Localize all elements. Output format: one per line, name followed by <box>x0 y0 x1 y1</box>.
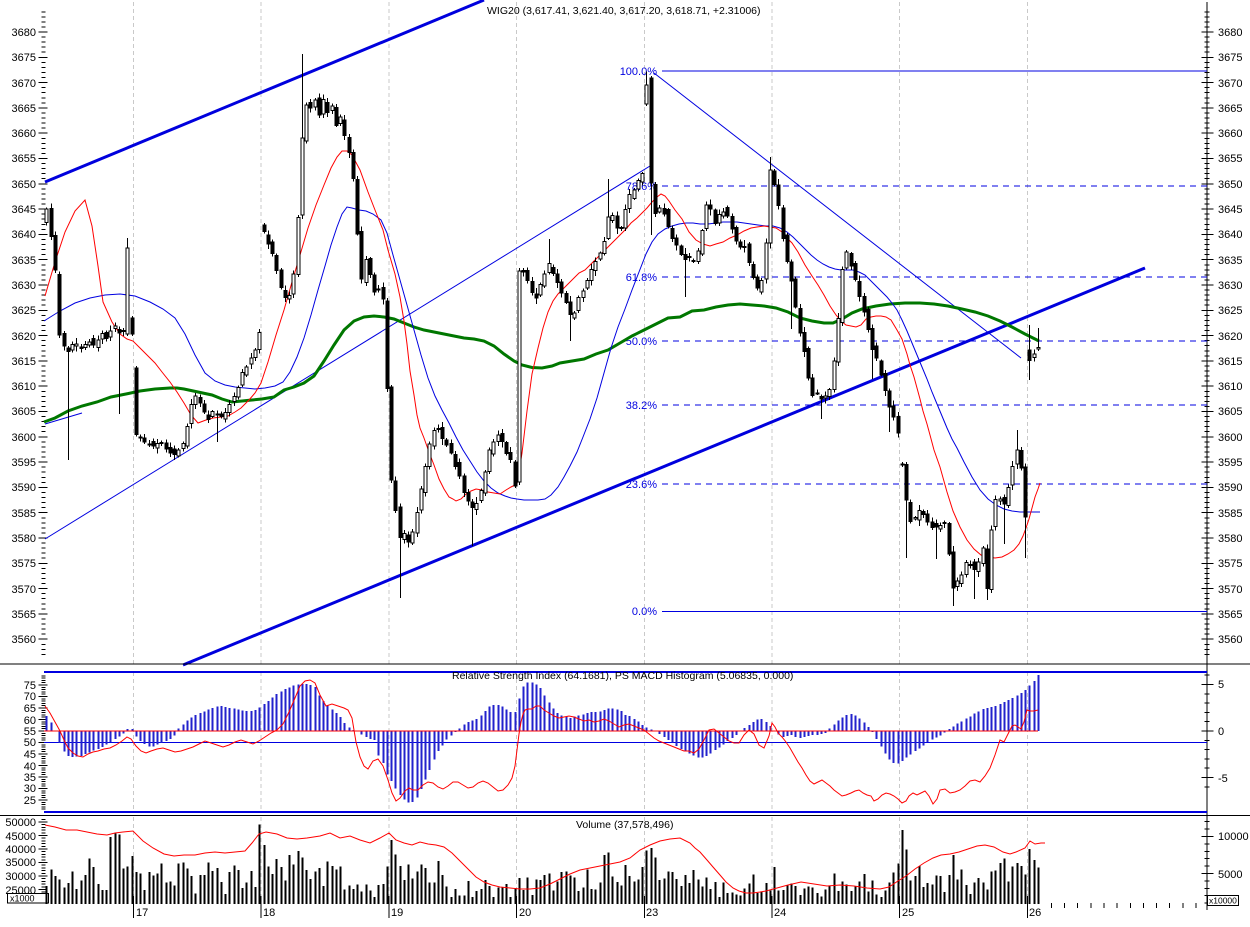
svg-text:3610: 3610 <box>12 381 36 393</box>
svg-text:19: 19 <box>391 907 403 919</box>
svg-text:50: 50 <box>24 737 36 749</box>
svg-text:3640: 3640 <box>1218 229 1242 241</box>
svg-text:3645: 3645 <box>1218 204 1242 216</box>
svg-text:3660: 3660 <box>12 128 36 140</box>
svg-text:3590: 3590 <box>12 482 36 494</box>
svg-text:3590: 3590 <box>1218 482 1242 494</box>
svg-text:3620: 3620 <box>1218 331 1242 343</box>
svg-text:3575: 3575 <box>1218 558 1242 570</box>
svg-text:25: 25 <box>24 795 36 807</box>
svg-text:3670: 3670 <box>12 78 36 90</box>
svg-text:-5: -5 <box>1218 773 1228 785</box>
svg-text:3570: 3570 <box>1218 584 1242 596</box>
svg-text:30000: 30000 <box>5 871 36 883</box>
svg-text:3625: 3625 <box>1218 305 1242 317</box>
svg-text:70: 70 <box>24 691 36 703</box>
svg-text:3665: 3665 <box>12 103 36 115</box>
svg-text:3570: 3570 <box>12 584 36 596</box>
svg-text:18: 18 <box>263 907 275 919</box>
svg-text:61.8%: 61.8% <box>626 272 657 284</box>
svg-text:3575: 3575 <box>12 558 36 570</box>
svg-text:26: 26 <box>1029 907 1041 919</box>
svg-text:3680: 3680 <box>1218 27 1242 39</box>
svg-text:3680: 3680 <box>12 27 36 39</box>
svg-text:35: 35 <box>24 772 36 784</box>
svg-text:24: 24 <box>774 907 786 919</box>
svg-text:3595: 3595 <box>1218 457 1242 469</box>
svg-text:20: 20 <box>519 907 531 919</box>
svg-text:WIG20 (3,617.41, 3,621.40, 3,6: WIG20 (3,617.41, 3,621.40, 3,617.20, 3,6… <box>487 5 761 17</box>
svg-text:3640: 3640 <box>12 229 36 241</box>
svg-text:3665: 3665 <box>1218 103 1242 115</box>
svg-text:40: 40 <box>24 761 36 773</box>
svg-text:5000: 5000 <box>1218 869 1242 881</box>
svg-text:40000: 40000 <box>5 844 36 856</box>
svg-text:55: 55 <box>24 726 36 738</box>
svg-text:3655: 3655 <box>12 153 36 165</box>
svg-text:3595: 3595 <box>12 457 36 469</box>
svg-text:3610: 3610 <box>1218 381 1242 393</box>
svg-text:3635: 3635 <box>1218 255 1242 267</box>
svg-text:3650: 3650 <box>1218 179 1242 191</box>
svg-text:45: 45 <box>24 749 36 761</box>
svg-text:3560: 3560 <box>12 634 36 646</box>
svg-text:60: 60 <box>24 715 36 727</box>
svg-text:5: 5 <box>1218 679 1224 691</box>
svg-text:Volume (37,578,496): Volume (37,578,496) <box>576 819 673 831</box>
svg-text:3600: 3600 <box>1218 432 1242 444</box>
svg-text:3615: 3615 <box>12 356 36 368</box>
svg-text:3605: 3605 <box>1218 406 1242 418</box>
svg-text:3655: 3655 <box>1218 153 1242 165</box>
svg-text:30: 30 <box>24 783 36 795</box>
svg-text:3585: 3585 <box>1218 508 1242 520</box>
svg-text:3600: 3600 <box>12 432 36 444</box>
svg-text:65: 65 <box>24 703 36 715</box>
svg-text:23: 23 <box>646 907 658 919</box>
svg-text:75: 75 <box>24 680 36 692</box>
svg-text:3645: 3645 <box>12 204 36 216</box>
svg-text:3605: 3605 <box>12 406 36 418</box>
svg-text:17: 17 <box>136 907 148 919</box>
svg-text:Relative Strength Index (64.16: Relative Strength Index (64.1681), PS MA… <box>452 670 793 682</box>
svg-text:3565: 3565 <box>1218 609 1242 621</box>
svg-text:3660: 3660 <box>1218 128 1242 140</box>
svg-text:3580: 3580 <box>12 533 36 545</box>
svg-text:3615: 3615 <box>1218 356 1242 368</box>
svg-text:3635: 3635 <box>12 255 36 267</box>
svg-text:3585: 3585 <box>12 508 36 520</box>
svg-text:x10000: x10000 <box>1209 896 1237 906</box>
svg-text:100.0%: 100.0% <box>620 66 658 78</box>
svg-text:3650: 3650 <box>12 179 36 191</box>
svg-text:3630: 3630 <box>12 280 36 292</box>
svg-text:3630: 3630 <box>1218 280 1242 292</box>
svg-text:0: 0 <box>1218 726 1224 738</box>
svg-text:10000: 10000 <box>1218 831 1249 843</box>
svg-text:3675: 3675 <box>12 52 36 64</box>
svg-text:3625: 3625 <box>12 305 36 317</box>
svg-text:38.2%: 38.2% <box>626 400 657 412</box>
svg-text:0.0%: 0.0% <box>632 606 657 618</box>
svg-text:3580: 3580 <box>1218 533 1242 545</box>
svg-text:x1000: x1000 <box>10 893 35 903</box>
svg-text:3560: 3560 <box>1218 634 1242 646</box>
svg-text:25: 25 <box>902 907 914 919</box>
svg-text:50000: 50000 <box>5 817 36 829</box>
svg-text:3620: 3620 <box>12 331 36 343</box>
svg-text:50.0%: 50.0% <box>626 336 657 348</box>
svg-text:3675: 3675 <box>1218 52 1242 64</box>
svg-text:3565: 3565 <box>12 609 36 621</box>
svg-text:45000: 45000 <box>5 831 36 843</box>
svg-text:35000: 35000 <box>5 857 36 869</box>
svg-text:23.6%: 23.6% <box>626 479 657 491</box>
svg-text:3670: 3670 <box>1218 78 1242 90</box>
